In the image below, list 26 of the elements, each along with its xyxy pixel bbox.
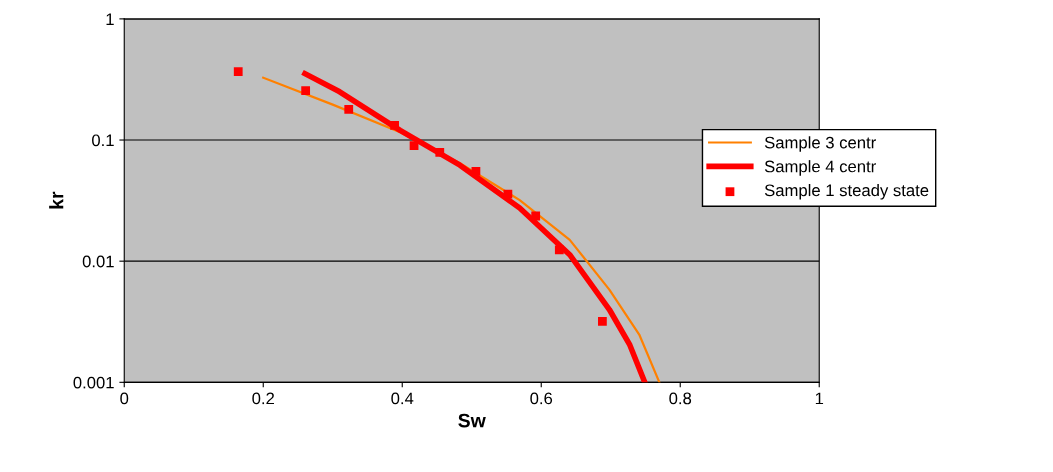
legend-label: Sample 1 steady state [764, 183, 929, 200]
point [390, 121, 399, 130]
y-tick-label: 1 [106, 13, 114, 25]
point [409, 141, 419, 150]
legend-label: Sample 3 centr [764, 136, 876, 152]
x-tick-label: 0.8 [669, 392, 692, 405]
legend-label: Sample 4 centr [764, 160, 876, 176]
x-tick-label: 0.6 [530, 392, 553, 405]
point [554, 245, 564, 255]
point [344, 105, 354, 114]
point [503, 189, 513, 199]
y-tick-label: 0.1 [92, 134, 114, 147]
point [471, 167, 481, 176]
x-tick-label: 0 [120, 392, 129, 405]
point [301, 86, 311, 95]
y-axis-title: kr [49, 191, 64, 209]
y-tick-label: 0.001 [73, 376, 114, 389]
point [435, 148, 445, 157]
x-tick-label: 1 [815, 392, 824, 405]
point [531, 211, 541, 221]
point [233, 67, 243, 77]
x-axis-title: Sw [458, 413, 486, 428]
x-tick-label: 0.4 [391, 392, 414, 405]
x-tick-label: 0.2 [252, 392, 274, 405]
point [598, 317, 607, 326]
y-tick-label: 0.01 [82, 255, 114, 268]
